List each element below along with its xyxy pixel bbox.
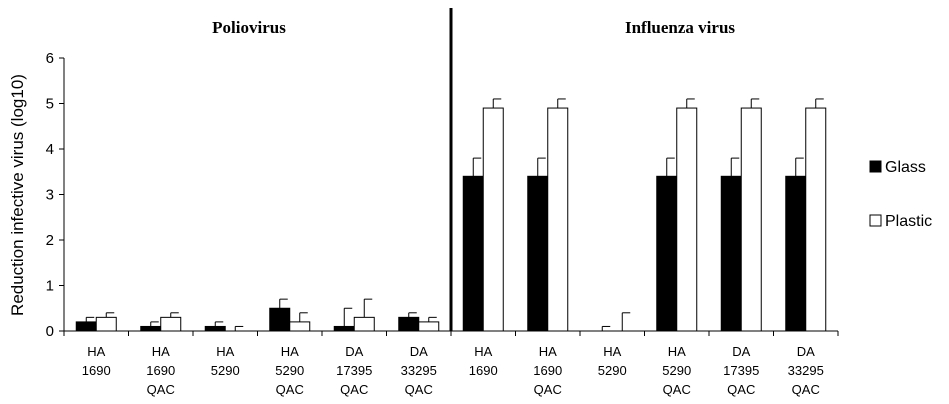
category-label: HA 5290 QAC xyxy=(662,344,691,397)
bars xyxy=(75,107,827,332)
error-bars xyxy=(85,98,824,331)
category-label-line: HA xyxy=(216,344,234,359)
legend-label-glass: Glass xyxy=(885,159,926,176)
category-label-line: 33295 xyxy=(788,363,824,378)
category-label: DA 17395 QAC xyxy=(336,344,372,397)
category-label-line: 1690 xyxy=(469,363,498,378)
category-label: HA 5290 QAC xyxy=(275,344,304,397)
panel-title-influenza-virus: Influenza virus xyxy=(625,18,735,37)
bar-glass-7 xyxy=(527,175,549,332)
y-tick-label: 1 xyxy=(46,278,54,295)
category-label-line: HA xyxy=(668,344,686,359)
category-label-line: 17395 xyxy=(336,363,372,378)
category-label-line: QAC xyxy=(534,382,562,397)
legend-swatch-plastic xyxy=(869,214,882,227)
category-label: HA 1690 xyxy=(469,344,498,378)
category-label: DA 33295 QAC xyxy=(788,344,824,397)
category-label-line: 1690 xyxy=(533,363,562,378)
category-label-line: HA xyxy=(152,344,170,359)
bar-glass-2 xyxy=(204,325,226,332)
bar-glass-6 xyxy=(462,175,484,332)
category-label-line: 17395 xyxy=(723,363,759,378)
category-label-line: QAC xyxy=(727,382,755,397)
category-label: HA 1690 QAC xyxy=(146,344,175,397)
legend-label-plastic: Plastic xyxy=(885,213,932,230)
bar-plastic-3 xyxy=(289,321,311,332)
bar-plastic-6 xyxy=(482,107,504,332)
legend-swatch-glass xyxy=(869,160,882,173)
bar-glass-1 xyxy=(140,325,162,332)
category-label-line: 5290 xyxy=(662,363,691,378)
bar-plastic-5 xyxy=(418,321,440,332)
bar-glass-3 xyxy=(269,307,291,332)
category-label-line: 5290 xyxy=(598,363,627,378)
y-axis-label: Reduction infective virus (log10) xyxy=(8,74,27,316)
category-label-line: QAC xyxy=(792,382,820,397)
category-label-line: QAC xyxy=(276,382,304,397)
category-label: DA 17395 QAC xyxy=(723,344,759,397)
bar-plastic-0 xyxy=(95,316,117,332)
category-label-line: 1690 xyxy=(82,363,111,378)
category-label-line: 5290 xyxy=(275,363,304,378)
x-axis-category-labels: HA 1690 HA 1690 QAC HA 5290 HA 5290 QAC DA 17395 QAC… xyxy=(82,344,824,397)
category-label: HA 5290 xyxy=(211,344,240,378)
category-label-line: HA xyxy=(539,344,557,359)
category-label-line: HA xyxy=(281,344,299,359)
category-label-line: QAC xyxy=(340,382,368,397)
category-label-line: 5290 xyxy=(211,363,240,378)
bar-glass-11 xyxy=(785,175,807,332)
bar-plastic-4 xyxy=(353,316,375,332)
bar-glass-9 xyxy=(656,175,678,332)
category-label-line: QAC xyxy=(405,382,433,397)
bar-plastic-10 xyxy=(740,107,762,332)
bar-plastic-7 xyxy=(547,107,569,332)
category-label-line: DA xyxy=(345,344,363,359)
category-label-line: 1690 xyxy=(146,363,175,378)
y-tick-label: 2 xyxy=(46,232,54,249)
bar-glass-5 xyxy=(398,316,420,332)
bar-glass-10 xyxy=(720,175,742,332)
y-tick-label: 5 xyxy=(46,96,54,113)
panel-title-poliovirus: Poliovirus xyxy=(212,18,286,37)
axes xyxy=(63,8,839,336)
y-tick-label: 4 xyxy=(46,141,54,158)
category-label: HA 5290 xyxy=(598,344,627,378)
y-tick-label: 3 xyxy=(46,187,54,204)
y-axis-ticks: 0 1 2 3 4 5 6 xyxy=(46,50,64,340)
y-tick-label: 6 xyxy=(46,50,54,67)
category-label: HA 1690 xyxy=(82,344,111,378)
bar-plastic-11 xyxy=(805,107,827,332)
category-label: HA 1690 QAC xyxy=(533,344,562,397)
category-label-line: HA xyxy=(87,344,105,359)
legend: Glass Plastic xyxy=(869,159,932,230)
category-label-line: QAC xyxy=(663,382,691,397)
category-label-line: DA xyxy=(410,344,428,359)
category-label-line: 33295 xyxy=(401,363,437,378)
category-label: DA 33295 QAC xyxy=(401,344,437,397)
category-label-line: DA xyxy=(797,344,815,359)
category-label-line: HA xyxy=(603,344,621,359)
bar-glass-0 xyxy=(75,321,97,332)
category-label-line: QAC xyxy=(147,382,175,397)
category-label-line: HA xyxy=(474,344,492,359)
bar-plastic-9 xyxy=(676,107,698,332)
bar-plastic-1 xyxy=(160,316,182,332)
y-tick-label: 0 xyxy=(46,323,54,340)
bar-glass-4 xyxy=(333,325,355,332)
category-label-line: DA xyxy=(732,344,750,359)
